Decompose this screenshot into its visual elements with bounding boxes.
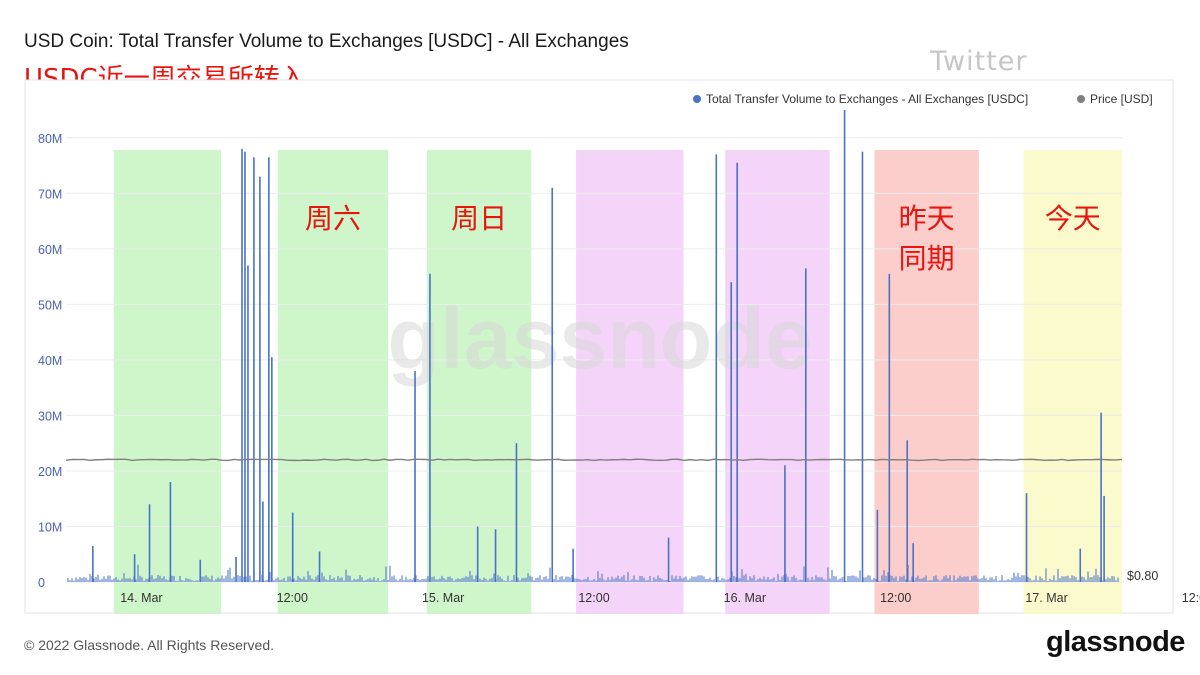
highlight-band-6 <box>1023 150 1122 614</box>
x-tick-label-4: 16. Mar <box>724 591 766 605</box>
band-annotation-6-0: 今天 <box>1045 202 1101 235</box>
y-tick-label-1: 10M <box>38 520 62 534</box>
legend-volume-marker <box>693 95 701 103</box>
copyright-text: © 2022 Glassnode. All Rights Reserved. <box>24 637 275 653</box>
y-tick-label-4: 40M <box>38 354 62 368</box>
y-tick-label-0: 0 <box>38 576 45 590</box>
y-tick-label-7: 70M <box>38 187 62 201</box>
legend-price-label: Price [USD] <box>1090 92 1153 106</box>
price-series <box>65 458 1123 462</box>
y-tick-label-8: 80M <box>38 132 62 146</box>
highlight-band-1 <box>277 150 389 614</box>
x-tick-label-7: 12:00 <box>1182 591 1200 605</box>
highlight-band-5 <box>874 150 979 614</box>
highlight-band-0 <box>113 150 222 614</box>
x-tick-label-6: 17. Mar <box>1025 591 1067 605</box>
volume-series <box>92 110 1105 582</box>
x-tick-label-5: 12:00 <box>880 591 911 605</box>
y-tick-label-6: 60M <box>38 243 62 257</box>
highlight-band-2 <box>426 150 532 614</box>
x-tick-label-2: 15. Mar <box>422 591 464 605</box>
band-annotation-5-0: 昨天 <box>899 202 955 235</box>
glassnode-watermark: glassnode <box>387 291 812 387</box>
chart-title: USD Coin: Total Transfer Volume to Excha… <box>24 31 629 52</box>
highlight-band-4 <box>725 150 830 614</box>
band-annotation-2-0: 周日 <box>451 202 507 235</box>
volume-baseline-noise <box>67 564 1119 582</box>
highlight-band-3 <box>576 150 684 614</box>
legend: Total Transfer Volume to Exchanges - All… <box>693 92 1153 106</box>
x-axis-ticks: 14. Mar 12:00 15. Mar 12:00 16. Mar 12:00 17. … <box>120 591 1200 605</box>
legend-price-marker <box>1077 95 1085 103</box>
y-tick-label-5: 50M <box>38 298 62 312</box>
band-annotation-1-0: 周六 <box>305 202 361 235</box>
x-tick-label-0: 14. Mar <box>120 591 162 605</box>
highlight-bands <box>113 150 1122 614</box>
price-line <box>65 458 1123 462</box>
y-axis-ticks: 0 10M 20M 30M 40M 50M 60M 70M 80M <box>38 132 62 590</box>
x-tick-label-1: 12:00 <box>277 591 308 605</box>
y-tick-label-2: 20M <box>38 465 62 479</box>
band-annotation-5-1: 同期 <box>899 242 955 275</box>
glassnode-logo: glassnode <box>1046 626 1185 658</box>
price-axis-label: $0.80 <box>1127 569 1158 583</box>
x-tick-label-3: 12:00 <box>578 591 609 605</box>
y-tick-label-3: 30M <box>38 409 62 423</box>
legend-volume-label: Total Transfer Volume to Exchanges - All… <box>706 92 1028 106</box>
